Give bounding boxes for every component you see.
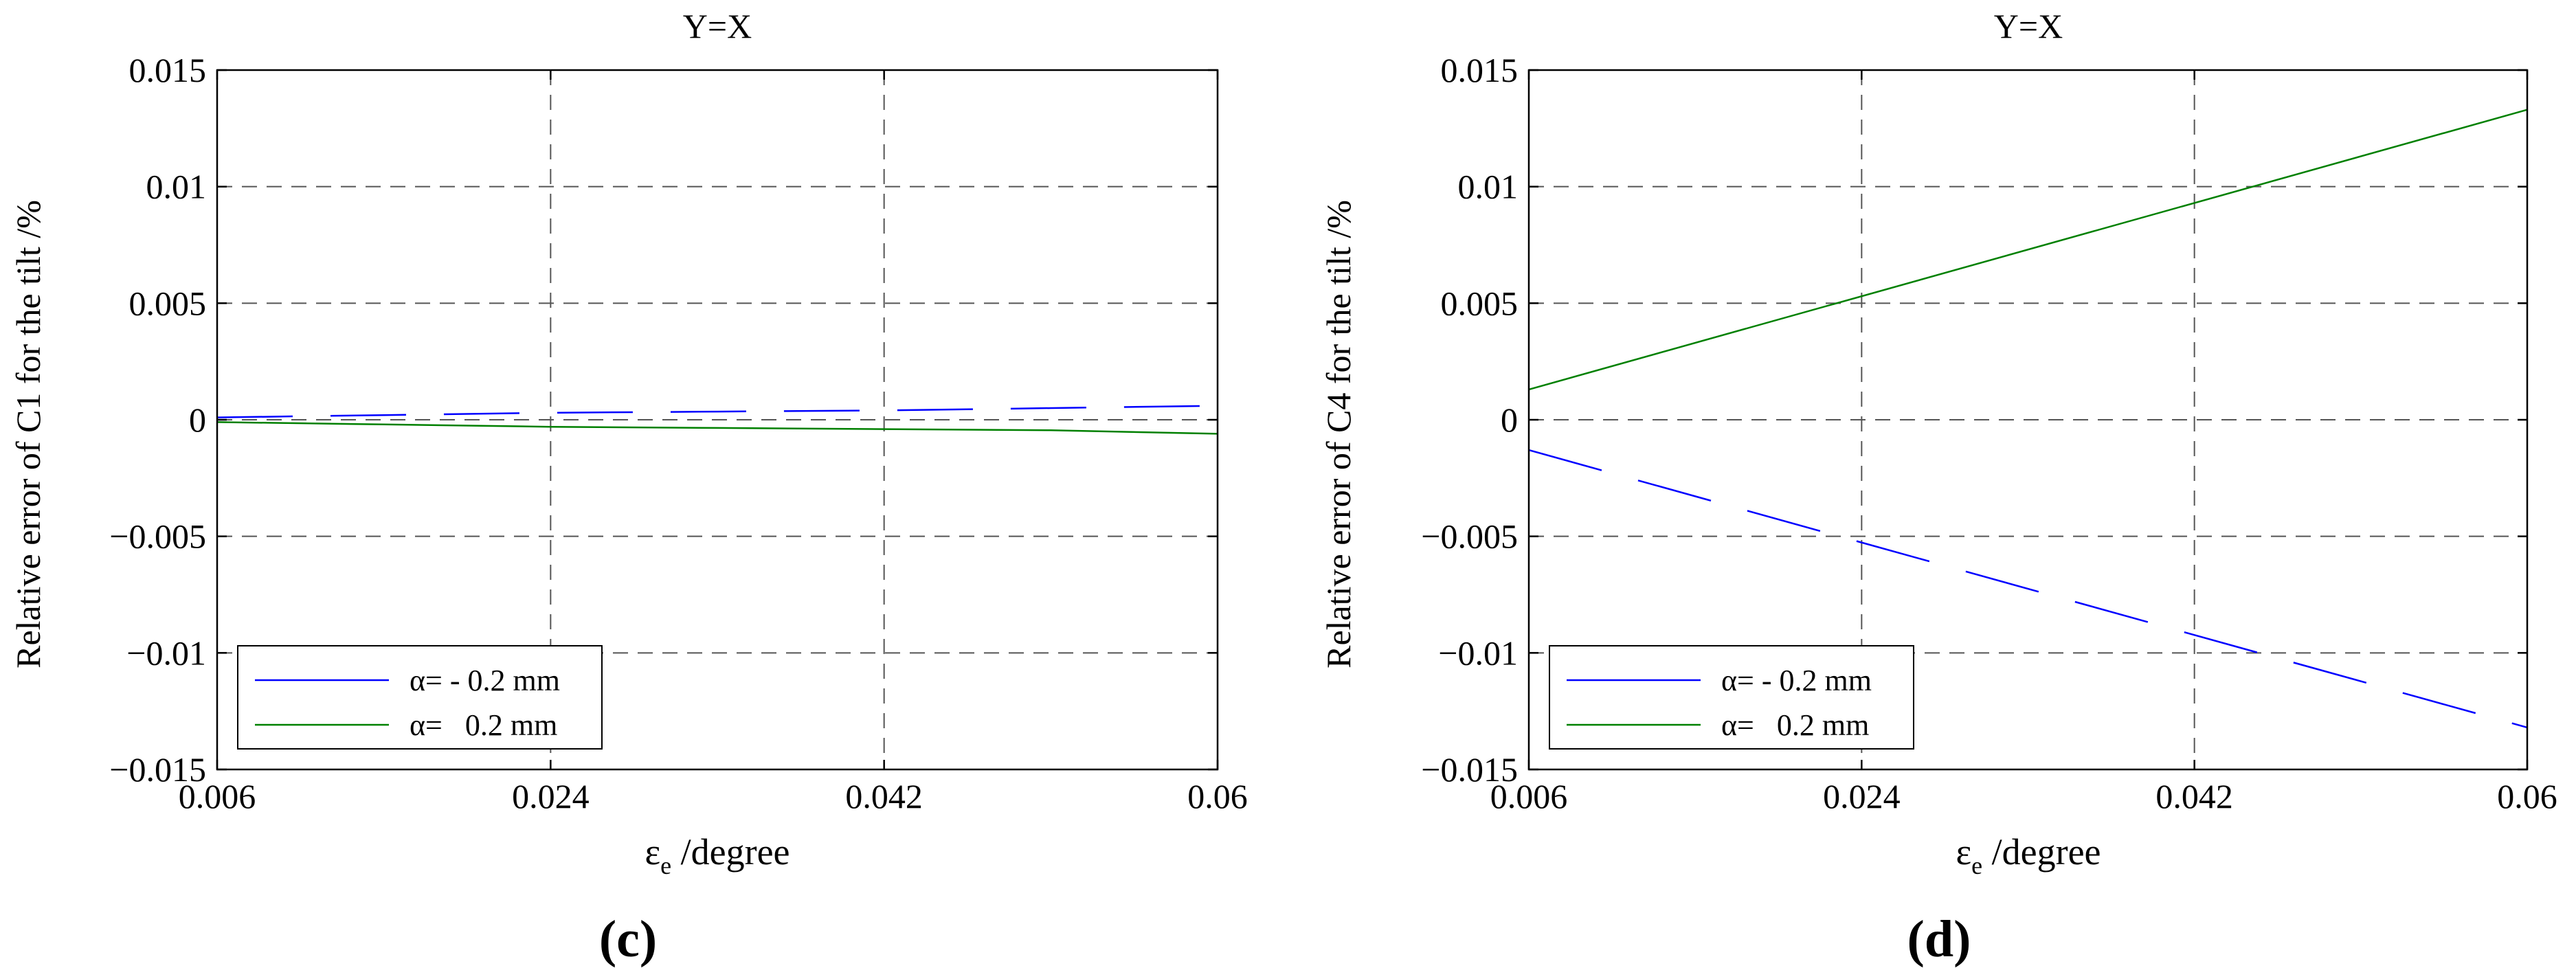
y-tick-label: −0.005: [1421, 517, 1518, 556]
chart-title: Y=X: [683, 7, 752, 45]
legend-box: [237, 645, 603, 750]
x-axis-label-subscript: e: [1971, 852, 1982, 879]
x-tick-label: 0.024: [512, 777, 590, 815]
x-tick-label: 0.06: [2497, 777, 2557, 815]
y-tick-label: 0: [189, 401, 206, 439]
legend-box: [1549, 645, 1914, 750]
x-tick-label: 0.006: [179, 777, 256, 815]
y-tick-label: 0.015: [1441, 51, 1519, 89]
legend-entry: α= - 0.2 mm: [1721, 664, 1872, 697]
y-tick-label: 0.015: [129, 51, 207, 89]
y-tick-label: 0.005: [1441, 284, 1519, 322]
x-axis-label-unit: /degree: [1982, 831, 2101, 873]
legend: α= - 0.2 mm α= 0.2 mm: [237, 645, 603, 750]
x-axis-label-subscript: e: [660, 852, 671, 879]
legend: α= - 0.2 mm α= 0.2 mm: [1549, 645, 1914, 750]
y-tick-label: −0.01: [1438, 633, 1518, 672]
x-tick-label: 0.042: [845, 777, 923, 815]
x-tick-label: 0.042: [2155, 777, 2233, 815]
legend-entry: α= 0.2 mm: [410, 708, 557, 742]
x-axis-label-unit: /degree: [671, 831, 789, 873]
y-tick-label: 0.01: [1458, 168, 1519, 206]
x-axis-label-symbol: ε: [1956, 831, 1971, 873]
y-tick-label: 0: [1501, 401, 1518, 439]
x-tick-label: 0.06: [1187, 777, 1248, 815]
y-axis-label: Relative error of C1 for the tilt /%: [9, 200, 47, 668]
panel-label: (d): [1907, 910, 1971, 968]
x-axis-label: εe /degree: [1956, 831, 2101, 879]
chart-title: Y=X: [1994, 7, 2063, 45]
legend-entry: α= 0.2 mm: [1721, 708, 1869, 742]
y-tick-label: −0.01: [126, 633, 206, 672]
series-line: [1528, 109, 2528, 391]
y-tick-label: 0.01: [146, 168, 207, 206]
panel-label: (c): [599, 910, 657, 968]
x-tick-label: 0.024: [1823, 777, 1901, 815]
y-tick-label: −0.005: [109, 517, 206, 556]
x-axis-label: εe /degree: [645, 831, 789, 879]
series-line: [1528, 449, 2528, 729]
x-tick-label: 0.006: [1490, 777, 1568, 815]
plot-area: 0.006 0.024 0.042 0.06 −0.015 −0.01 −0.005 0 0.0…: [1421, 51, 2557, 815]
series-line: [216, 405, 1218, 418]
plot-area: 0.006 0.024 0.042 0.06 −0.015 −0.01 −0.005 0 0.0…: [109, 51, 1247, 815]
y-tick-label: 0.005: [129, 284, 207, 322]
panel-d: Y=X Relative error of C4 for the tilt /%…: [1319, 7, 2557, 968]
y-tick-label: −0.015: [109, 750, 206, 789]
y-tick-label: −0.015: [1421, 750, 1518, 789]
legend-entry: α= - 0.2 mm: [410, 664, 560, 697]
x-axis-label-symbol: ε: [645, 831, 660, 873]
series-line: [216, 421, 1218, 435]
y-axis-label: Relative error of C4 for the tilt /%: [1319, 200, 1358, 668]
panel-c: Y=X Relative error of C1 for the tilt /%…: [9, 7, 1248, 968]
